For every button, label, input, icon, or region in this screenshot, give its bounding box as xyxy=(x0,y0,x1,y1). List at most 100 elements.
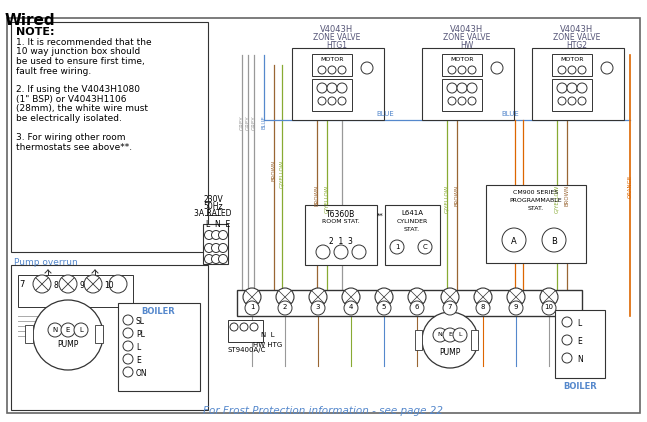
Bar xyxy=(312,79,352,111)
Text: 2. If using the V4043H1080: 2. If using the V4043H1080 xyxy=(16,86,140,95)
Bar xyxy=(11,22,208,252)
Text: 10: 10 xyxy=(545,304,553,310)
Text: be used to ensure first time,: be used to ensure first time, xyxy=(16,57,145,66)
Circle shape xyxy=(311,301,325,315)
Circle shape xyxy=(33,300,103,370)
Text: ORANGE: ORANGE xyxy=(628,175,633,198)
Text: N: N xyxy=(52,327,58,333)
Bar xyxy=(203,224,228,264)
Circle shape xyxy=(433,328,447,342)
Circle shape xyxy=(568,66,576,74)
Bar xyxy=(415,330,422,350)
Circle shape xyxy=(334,245,348,259)
Text: BROWN: BROWN xyxy=(272,160,276,181)
Circle shape xyxy=(443,301,457,315)
Text: Wired: Wired xyxy=(5,13,56,28)
Circle shape xyxy=(578,66,586,74)
Text: BLUE: BLUE xyxy=(501,111,519,117)
Circle shape xyxy=(361,62,373,74)
Circle shape xyxy=(204,254,214,263)
Circle shape xyxy=(447,83,457,93)
Text: 7: 7 xyxy=(448,304,452,310)
Circle shape xyxy=(123,341,133,351)
Circle shape xyxy=(212,243,221,252)
Circle shape xyxy=(443,328,457,342)
Circle shape xyxy=(123,354,133,364)
Text: (1" BSP) or V4043H1106: (1" BSP) or V4043H1106 xyxy=(16,95,127,104)
Circle shape xyxy=(309,288,327,306)
Text: BROWN: BROWN xyxy=(314,185,320,206)
Circle shape xyxy=(204,230,214,240)
Bar xyxy=(11,265,208,410)
Circle shape xyxy=(123,367,133,377)
Text: STAT.: STAT. xyxy=(404,227,420,232)
Circle shape xyxy=(507,288,525,306)
Bar xyxy=(552,79,592,111)
Text: 8: 8 xyxy=(53,281,58,290)
Circle shape xyxy=(219,243,228,252)
Text: L: L xyxy=(458,332,462,337)
Text: V4043H: V4043H xyxy=(320,25,354,34)
Text: BROWN: BROWN xyxy=(564,185,569,206)
Text: 3A RATED: 3A RATED xyxy=(194,209,232,218)
Text: 7: 7 xyxy=(19,280,25,289)
Circle shape xyxy=(502,228,526,252)
Circle shape xyxy=(328,66,336,74)
Text: PUMP: PUMP xyxy=(439,348,461,357)
Bar xyxy=(471,330,478,350)
Circle shape xyxy=(48,323,62,337)
Text: L641A: L641A xyxy=(401,210,423,216)
Circle shape xyxy=(540,288,558,306)
Bar xyxy=(228,320,263,342)
Text: fault free wiring.: fault free wiring. xyxy=(16,67,91,76)
Text: 50Hz: 50Hz xyxy=(203,202,223,211)
Text: B: B xyxy=(551,237,557,246)
Text: 9: 9 xyxy=(79,281,84,290)
Text: G/YELLOW: G/YELLOW xyxy=(444,185,450,213)
Circle shape xyxy=(601,62,613,74)
Circle shape xyxy=(562,317,572,327)
Circle shape xyxy=(467,83,477,93)
Text: ZONE VALVE: ZONE VALVE xyxy=(443,33,490,42)
Text: 9: 9 xyxy=(514,304,518,310)
Circle shape xyxy=(243,288,261,306)
Circle shape xyxy=(557,83,567,93)
Circle shape xyxy=(230,323,238,331)
Text: 10: 10 xyxy=(104,281,114,290)
Text: E: E xyxy=(136,356,141,365)
Circle shape xyxy=(250,323,258,331)
Text: MOTOR: MOTOR xyxy=(320,57,344,62)
Circle shape xyxy=(562,335,572,345)
Text: GREY: GREY xyxy=(245,115,250,130)
Text: Pump overrun: Pump overrun xyxy=(14,258,78,267)
Text: HW: HW xyxy=(461,41,474,50)
Circle shape xyxy=(474,288,492,306)
Text: ST9400A/C: ST9400A/C xyxy=(228,347,267,353)
Bar xyxy=(532,48,624,120)
Circle shape xyxy=(123,328,133,338)
Circle shape xyxy=(578,97,586,105)
Text: NOTE:: NOTE: xyxy=(16,27,54,37)
Circle shape xyxy=(318,97,326,105)
Circle shape xyxy=(212,230,221,240)
Text: BLUE: BLUE xyxy=(261,115,267,129)
Circle shape xyxy=(109,275,127,293)
Circle shape xyxy=(219,230,228,240)
Bar xyxy=(385,205,440,265)
Circle shape xyxy=(562,353,572,363)
Bar xyxy=(237,290,582,316)
Text: ORANGE: ORANGE xyxy=(512,200,518,223)
Circle shape xyxy=(418,240,432,254)
Text: ON: ON xyxy=(136,369,148,378)
Text: L: L xyxy=(136,343,140,352)
Circle shape xyxy=(453,328,467,342)
Circle shape xyxy=(33,275,51,293)
Text: MOTOR: MOTOR xyxy=(450,57,474,62)
Circle shape xyxy=(558,97,566,105)
Circle shape xyxy=(74,323,88,337)
Text: 6: 6 xyxy=(415,304,419,310)
Text: N  L: N L xyxy=(261,332,275,338)
Circle shape xyxy=(327,83,337,93)
Circle shape xyxy=(390,240,404,254)
Text: ROOM STAT.: ROOM STAT. xyxy=(322,219,360,224)
